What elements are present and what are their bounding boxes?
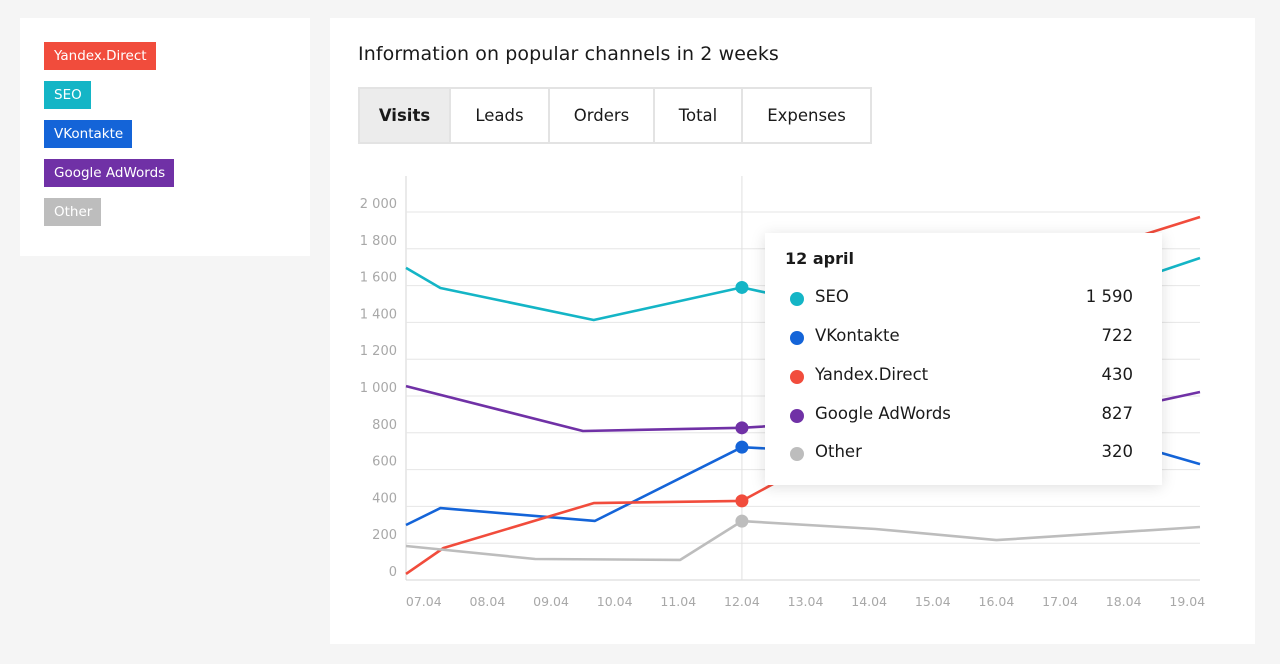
tab-orders[interactable]: Orders: [550, 89, 655, 142]
tab-total[interactable]: Total: [655, 89, 743, 142]
x-tick-label: 18.04: [1106, 594, 1142, 609]
chart-title: Information on popular channels in 2 wee…: [358, 43, 779, 65]
x-tick-label: 11.04: [660, 594, 696, 609]
point-marker-google-adwords: [735, 421, 749, 435]
y-tick-label: 400: [372, 491, 397, 506]
tooltip: 12 april SEO 1 590 VKontakte 722 Yandex.…: [765, 233, 1162, 485]
tooltip-row-value: 1 590: [1085, 287, 1133, 306]
tab-expenses[interactable]: Expenses: [767, 106, 846, 125]
tooltip-row-yandex-direct: Yandex.Direct 430: [790, 365, 1133, 389]
series-dot-icon: [790, 331, 804, 345]
y-tick-label: 1 400: [360, 307, 397, 322]
y-tick-label: 200: [372, 528, 397, 543]
tooltip-row-other: Other 320: [790, 442, 1133, 466]
point-marker-seo: [735, 280, 749, 294]
series-dot-icon: [790, 292, 804, 306]
x-tick-label: 10.04: [597, 594, 633, 609]
legend-panel: Yandex.Direct SEO VKontakte Google AdWor…: [20, 18, 310, 256]
tooltip-row-seo: SEO 1 590: [790, 287, 1133, 311]
series-dot-icon: [790, 447, 804, 461]
legend-tag-google-adwords[interactable]: Google AdWords: [44, 159, 175, 187]
y-tick-label: 1 000: [360, 381, 397, 396]
tab-visits[interactable]: Visits: [360, 89, 451, 142]
tooltip-row-label: SEO: [815, 287, 849, 306]
y-tick-label: 1 800: [360, 234, 397, 249]
tooltip-row-vkontakte: VKontakte 722: [790, 326, 1133, 350]
y-tick-label: 1 200: [360, 344, 397, 359]
tooltip-row-label: Google AdWords: [815, 404, 951, 423]
x-tick-label: 19.04: [1169, 594, 1205, 609]
x-axis-ticks: 07.04 08.04 09.04 10.04 11.04 12.04 13.04 14.04…: [406, 594, 1205, 609]
x-tick-label: 15.04: [915, 594, 951, 609]
legend-tag-seo[interactable]: SEO: [44, 81, 91, 109]
highlight-markers: [735, 280, 749, 528]
x-tick-label: 16.04: [979, 594, 1015, 609]
tooltip-row-label: Other: [815, 442, 862, 461]
tooltip-row-label: Yandex.Direct: [815, 365, 929, 384]
series-dot-icon: [790, 370, 804, 384]
y-tick-label: 1 600: [360, 271, 397, 286]
x-tick-label: 14.04: [851, 594, 887, 609]
tooltip-row-value: 827: [1101, 404, 1134, 423]
x-tick-label: 09.04: [533, 594, 569, 609]
x-tick-label: 08.04: [470, 594, 506, 609]
y-axis-ticks: 0 200 400 600 800 1 000 1 200 1 400 1 600 1 800 2 …: [360, 197, 397, 580]
main-panel: Information on popular channels in 2 wee…: [330, 18, 1255, 644]
series-line-other: [405, 519, 1201, 562]
tooltip-row-google-adwords: Google AdWords 827: [790, 404, 1133, 428]
metric-tabs: Visits Leads Orders Total Expenses: [358, 87, 872, 144]
series-dot-icon: [790, 409, 804, 423]
legend-tag-other[interactable]: Other: [44, 198, 102, 226]
tooltip-row-value: 430: [1101, 365, 1134, 384]
y-tick-label: 800: [372, 418, 397, 433]
point-marker-other: [735, 514, 749, 528]
y-tick-label: 600: [372, 455, 397, 470]
x-tick-label: 17.04: [1042, 594, 1078, 609]
tooltip-row-value: 320: [1101, 442, 1134, 461]
tab-leads[interactable]: Leads: [451, 89, 550, 142]
y-tick-label: 2 000: [360, 197, 397, 212]
point-marker-vkontakte: [735, 440, 749, 454]
legend-tag-yandex-direct[interactable]: Yandex.Direct: [44, 42, 156, 70]
x-tick-label: 12.04: [724, 594, 760, 609]
y-tick-label: 0: [389, 565, 397, 580]
tooltip-title: 12 april: [785, 249, 854, 268]
tooltip-row-value: 722: [1101, 326, 1134, 345]
point-marker-yandex-direct: [735, 494, 749, 508]
x-tick-label: 07.04: [406, 594, 442, 609]
tooltip-row-label: VKontakte: [815, 326, 900, 345]
x-tick-label: 13.04: [788, 594, 824, 609]
legend-tag-vkontakte[interactable]: VKontakte: [44, 120, 133, 148]
